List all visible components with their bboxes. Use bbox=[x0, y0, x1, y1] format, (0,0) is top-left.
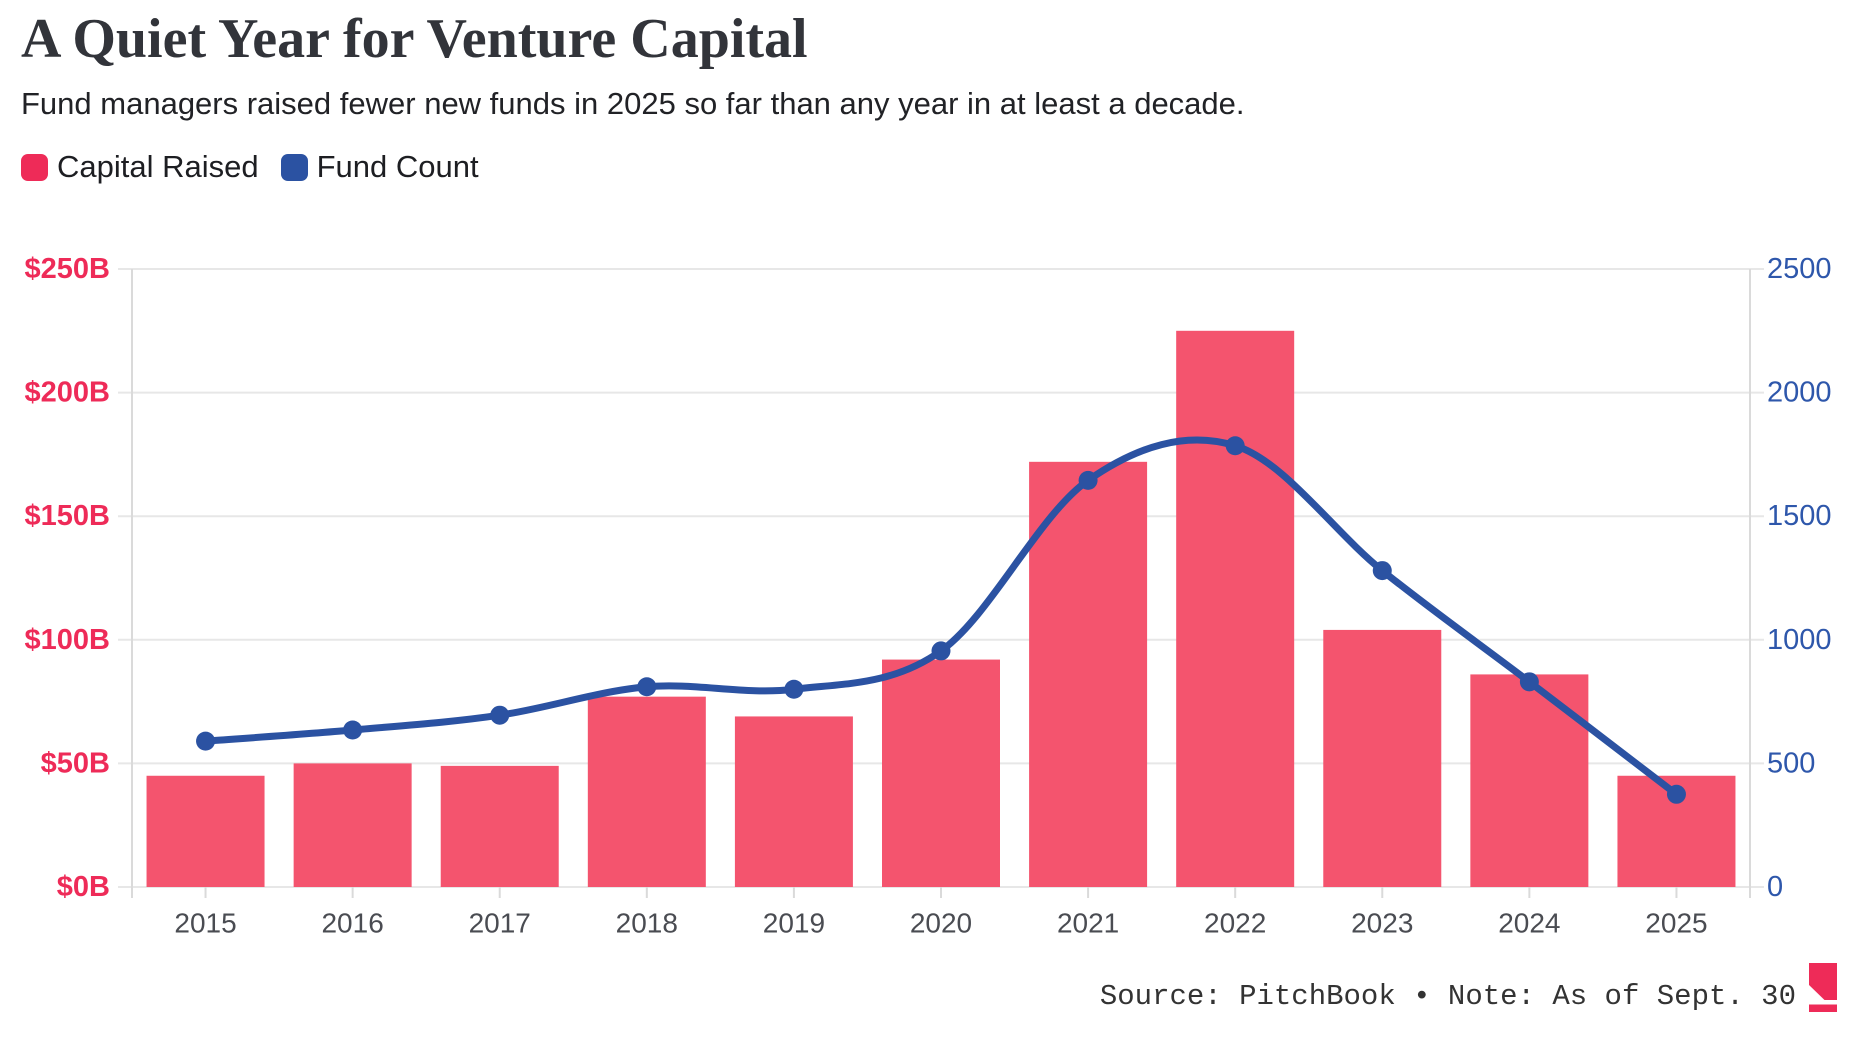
fund-count-point-2017 bbox=[490, 705, 510, 725]
fund-count-point-2025 bbox=[1666, 784, 1686, 804]
x-tick-label-2021: 2021 bbox=[1057, 908, 1119, 939]
x-tick-label-2024: 2024 bbox=[1498, 908, 1560, 939]
fund-count-point-2022 bbox=[1225, 436, 1245, 456]
x-tick-label-2018: 2018 bbox=[616, 908, 678, 939]
y-left-tick-label: $250B bbox=[25, 253, 110, 285]
publication-logo-icon bbox=[1809, 963, 1837, 1012]
y-left-tick-label: $150B bbox=[25, 500, 110, 532]
legend-swatch-capital-raised bbox=[21, 153, 48, 181]
bar-2022 bbox=[1176, 330, 1295, 887]
fund-count-point-2015 bbox=[196, 731, 216, 751]
y-right-tick-label: 1500 bbox=[1767, 500, 1832, 532]
y-right-tick-label: 2000 bbox=[1767, 377, 1832, 409]
bar-2018 bbox=[587, 696, 706, 887]
page-subtitle: Fund managers raised fewer new funds in … bbox=[21, 86, 1245, 121]
y-left-tick-label: $50B bbox=[41, 747, 110, 779]
fund-count-point-2021 bbox=[1078, 470, 1098, 490]
fund-count-point-2018 bbox=[637, 677, 657, 697]
fund-count-point-2016 bbox=[343, 720, 363, 740]
x-tick-label-2022: 2022 bbox=[1204, 908, 1266, 939]
fund-count-point-2023 bbox=[1372, 561, 1392, 581]
y-right-tick-label: 0 bbox=[1767, 871, 1783, 903]
bar-2020 bbox=[882, 659, 1000, 887]
x-tick-label-2015: 2015 bbox=[174, 908, 236, 939]
bar-2021 bbox=[1029, 461, 1148, 887]
bar-2017 bbox=[440, 765, 559, 887]
fund-count-point-2019 bbox=[784, 679, 804, 699]
x-tick-label-2019: 2019 bbox=[763, 908, 825, 939]
y-right-tick-label: 2500 bbox=[1767, 253, 1832, 285]
legend: Capital Raised Fund Count bbox=[21, 149, 501, 185]
bar-2015 bbox=[146, 775, 265, 887]
x-tick-label-2016: 2016 bbox=[321, 908, 383, 939]
x-tick-label-2025: 2025 bbox=[1645, 908, 1707, 939]
page-title: A Quiet Year for Venture Capital bbox=[21, 8, 808, 70]
fund-count-point-2024 bbox=[1519, 672, 1539, 692]
legend-swatch-fund-count bbox=[280, 153, 308, 181]
source-note: Source: PitchBook • Note: As of Sept. 30 bbox=[1099, 980, 1796, 1013]
y-left-tick-label: $100B bbox=[25, 624, 110, 656]
y-right-tick-label: 500 bbox=[1767, 747, 1815, 779]
x-tick-label-2023: 2023 bbox=[1351, 908, 1413, 939]
legend-label-fund-count: Fund Count bbox=[316, 149, 479, 184]
fund-count-point-2020 bbox=[931, 641, 951, 661]
x-tick-label-2020: 2020 bbox=[910, 908, 972, 939]
legend-label-capital-raised: Capital Raised bbox=[57, 149, 259, 184]
bar-2016 bbox=[293, 763, 412, 887]
y-right-tick-label: 1000 bbox=[1767, 624, 1832, 656]
y-left-tick-label: $0B bbox=[57, 871, 110, 903]
bar-2019 bbox=[734, 716, 853, 887]
bar-2023 bbox=[1323, 629, 1442, 887]
fund-count-line bbox=[202, 436, 1680, 798]
x-tick-label-2017: 2017 bbox=[469, 908, 531, 939]
bar-2024 bbox=[1470, 674, 1589, 887]
y-left-tick-label: $200B bbox=[25, 377, 110, 409]
